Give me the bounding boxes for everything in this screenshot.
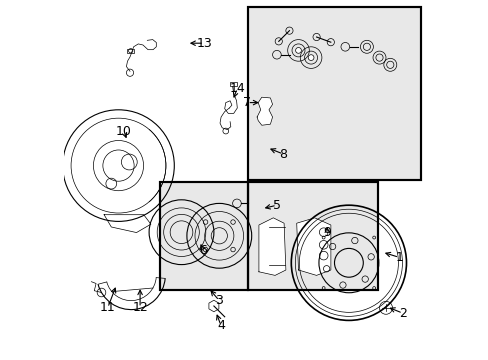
Bar (247, 7, 420, 180)
Text: 11: 11 (100, 301, 115, 314)
Text: 5: 5 (272, 199, 280, 212)
Text: 10: 10 (116, 125, 132, 138)
Text: 7: 7 (243, 96, 251, 109)
Text: 12: 12 (132, 301, 148, 314)
Polygon shape (258, 218, 285, 275)
Bar (127, 49, 134, 53)
Bar (160, 182, 247, 290)
Text: 2: 2 (398, 307, 406, 320)
Text: 4: 4 (217, 319, 224, 332)
Text: 8: 8 (279, 148, 287, 161)
Circle shape (307, 55, 313, 60)
Bar (247, 182, 377, 290)
Polygon shape (257, 97, 272, 125)
Text: 13: 13 (196, 37, 212, 50)
Circle shape (295, 48, 301, 53)
Text: 1: 1 (395, 251, 403, 264)
Text: 9: 9 (323, 226, 330, 239)
Bar (230, 82, 236, 86)
Bar (160, 182, 247, 290)
Polygon shape (296, 218, 330, 275)
Text: 6: 6 (199, 244, 206, 257)
Text: 3: 3 (215, 294, 223, 307)
Bar (247, 7, 420, 180)
Bar (247, 182, 377, 290)
Text: 14: 14 (229, 82, 244, 95)
